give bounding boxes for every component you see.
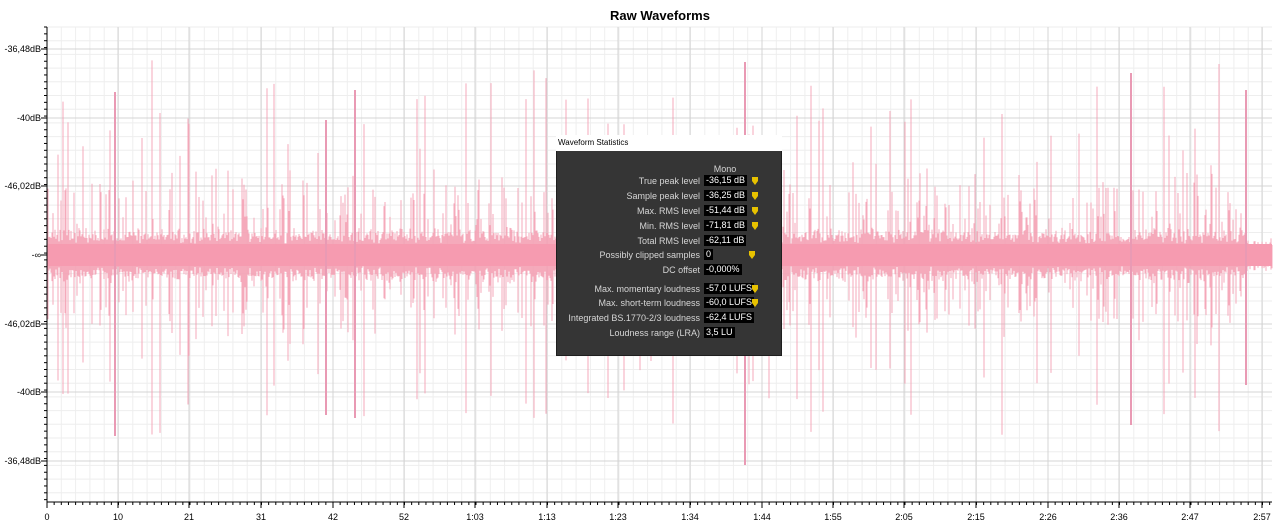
stat-label: Sample peak level <box>626 191 700 201</box>
x-tick-label: 2:26 <box>1039 512 1057 522</box>
stats-panel-title: Waveform Statistics <box>556 135 782 151</box>
x-tick-label: 2:36 <box>1110 512 1128 522</box>
y-tick-label: -36,48dB <box>4 44 41 54</box>
stat-label: True peak level <box>638 176 700 186</box>
x-tick-label: 1:13 <box>538 512 556 522</box>
stat-value: -71,81 dB <box>704 220 748 231</box>
warning-shield-icon <box>752 177 758 185</box>
x-tick-label: 0 <box>44 512 49 522</box>
stat-value: 0 <box>704 249 714 260</box>
stat-label: Min. RMS level <box>639 221 700 231</box>
x-tick-label: 1:44 <box>753 512 771 522</box>
stat-value: -60,0 LUFS <box>704 297 755 308</box>
y-tick-label: -46,02dB <box>4 181 41 191</box>
y-tick-label: -40dB <box>17 387 41 397</box>
x-tick-label: 2:47 <box>1181 512 1199 522</box>
x-tick-label: 21 <box>184 512 194 522</box>
stat-label: Possibly clipped samples <box>599 250 700 260</box>
stat-label: Max. momentary loudness <box>594 284 700 294</box>
warning-shield-icon <box>752 285 758 293</box>
warning-shield-icon <box>752 192 758 200</box>
stat-value: -62,11 dB <box>704 235 747 246</box>
x-tick-label: 2:57 <box>1253 512 1271 522</box>
warning-shield-icon <box>752 207 758 215</box>
x-tick-label: 10 <box>113 512 123 522</box>
x-tick-label: 1:03 <box>466 512 484 522</box>
warning-shield-icon <box>752 222 758 230</box>
x-tick-label: 1:55 <box>824 512 842 522</box>
waveform-series <box>46 60 1273 465</box>
y-tick-label: -40dB <box>17 113 41 123</box>
axes <box>41 26 1272 508</box>
y-tick-label: -46,02dB <box>4 319 41 329</box>
stat-value: -36,25 dB <box>704 190 748 201</box>
stat-value: -51,44 dB <box>704 205 748 216</box>
stat-label: Integrated BS.1770-2/3 loudness <box>568 313 700 323</box>
x-tick-label: 1:34 <box>681 512 699 522</box>
x-tick-label: 31 <box>256 512 266 522</box>
stat-label: Max. short-term loudness <box>598 298 700 308</box>
stat-label: Max. RMS level <box>636 206 700 216</box>
stat-label: Loudness range (LRA) <box>609 328 700 338</box>
stats-column-header: Mono <box>713 164 737 174</box>
x-tick-label: 1:23 <box>609 512 627 522</box>
stat-value: -36,15 dB <box>704 175 748 186</box>
x-tick-label: 2:05 <box>895 512 913 522</box>
y-tick-label: -36,48dB <box>4 456 41 466</box>
chart-title: Raw Waveforms <box>610 8 710 23</box>
stat-label: Total RMS level <box>637 236 700 246</box>
warning-shield-icon <box>749 251 755 259</box>
x-tick-labels: 0 10 21 31 42 52 1:03 1:13 1:23 1:34 1:44 1:55 2:05 2… <box>44 512 1270 522</box>
warning-shield-icon <box>752 299 758 307</box>
y-tick-labels: -36,48dB -40dB -46,02dB -∞ -46,02dB -40dB -36,… <box>4 44 41 466</box>
x-tick-label: 52 <box>399 512 409 522</box>
stat-value: -0,000% <box>704 264 742 275</box>
stat-value: -57,0 LUFS <box>704 283 755 294</box>
y-tick-label: -∞ <box>32 250 41 260</box>
stat-value: 3,5 LU <box>704 327 735 338</box>
stat-value: -62,4 LUFS <box>704 312 755 323</box>
x-tick-label: 42 <box>328 512 338 522</box>
x-tick-label: 2:15 <box>967 512 985 522</box>
stat-label: DC offset <box>662 265 700 275</box>
